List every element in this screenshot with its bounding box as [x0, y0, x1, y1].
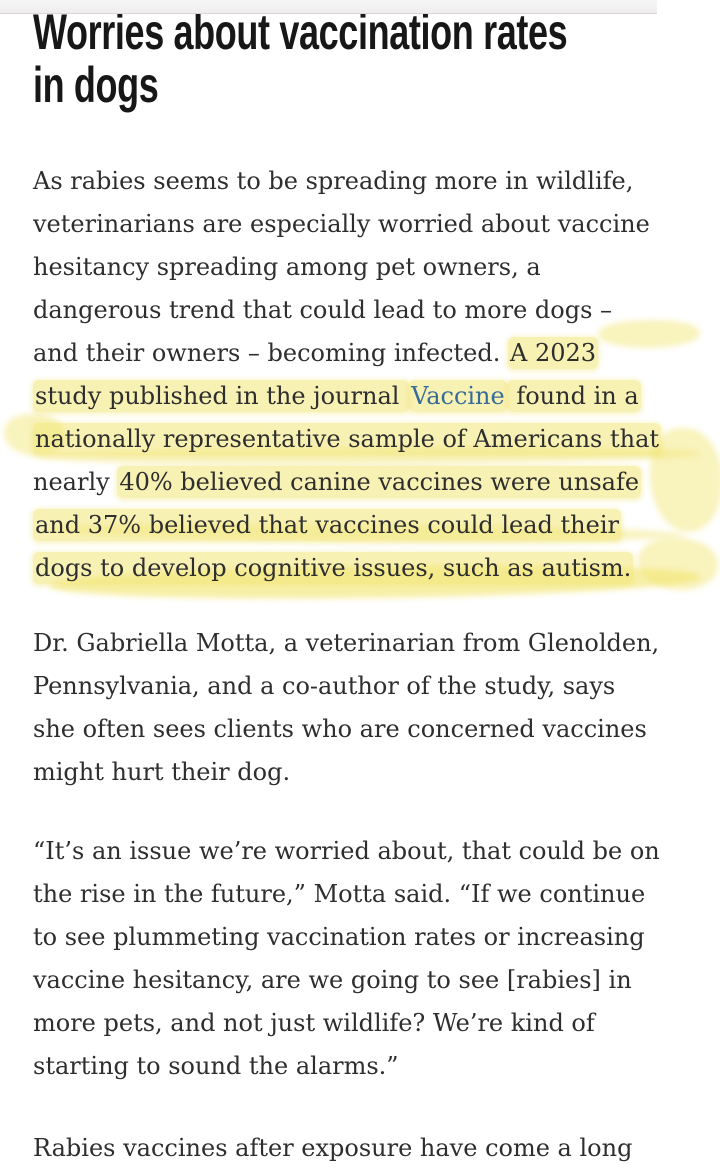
highlighted-text: 40% believed canine vaccines were unsafe… — [33, 466, 642, 584]
paragraph-text: nearly — [33, 468, 110, 496]
article-heading: Worries about vaccination rates in dogs — [33, 4, 568, 113]
article-paragraph-1: As rabies seems to be spreading more in … — [33, 160, 718, 590]
article-paragraph-4: Rabies vaccines after exposure have come… — [33, 1134, 633, 1162]
article-paragraph-3: “It’s an issue we’re worried about, that… — [33, 837, 660, 1080]
marker-stroke — [638, 538, 718, 590]
vaccine-journal-link[interactable]: Vaccine — [409, 380, 507, 412]
article-paragraph-2: Dr. Gabriella Motta, a veterinarian from… — [33, 629, 660, 786]
header-bar-remnant — [0, 0, 657, 14]
paragraph-text: As rabies seems to be spreading more in … — [33, 167, 650, 367]
marker-stroke — [650, 428, 720, 532]
